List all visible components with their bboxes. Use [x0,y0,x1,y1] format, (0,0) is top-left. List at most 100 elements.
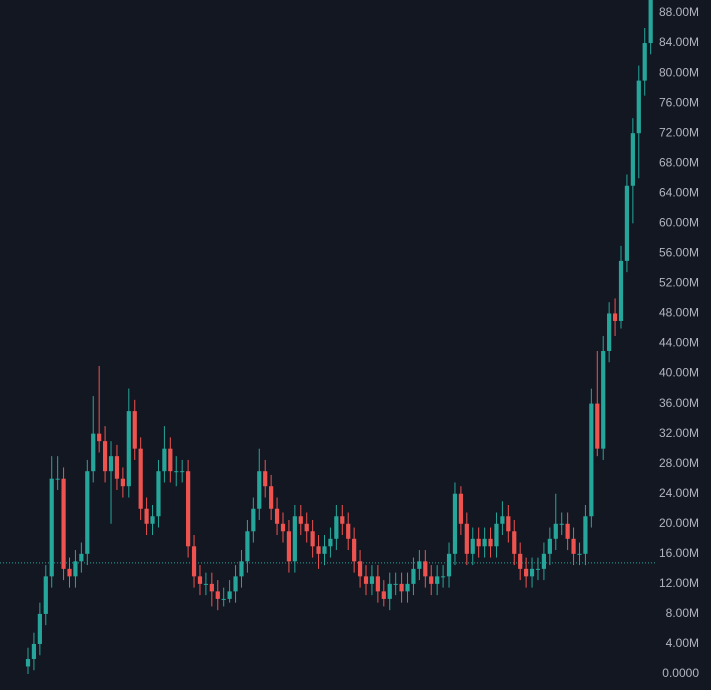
candle-body [494,523,499,547]
candle-body [423,561,428,577]
candle-body [482,538,487,547]
candle-body [589,403,594,517]
candle-body [595,403,600,449]
candle-body [411,568,416,584]
candle-body [352,538,357,562]
y-tick-label: 88.00M [659,5,699,19]
candle-body [138,448,143,509]
y-tick-label: 36.00M [659,396,699,410]
candle-body [67,568,72,577]
candle-body [180,471,185,473]
y-tick-label: 80.00M [659,65,699,79]
candle-body [292,516,297,562]
candle-body [387,583,392,599]
candle-body [191,546,197,577]
candle-body [547,538,552,554]
candle-body [257,471,262,509]
y-tick-label: 84.00M [659,35,699,49]
candle-body [535,568,541,570]
y-tick-label: 52.00M [659,276,699,290]
candle-body [174,471,179,473]
candle-body [102,441,108,472]
candle-body [601,351,606,449]
y-tick-label: 0.0000 [662,666,699,680]
candle-body [227,591,232,599]
candle-body [85,471,90,554]
candle-body [417,561,422,569]
candle-body [239,561,244,577]
candle-body [553,523,558,539]
candle-body [529,568,535,577]
candle-body [221,598,226,600]
candle-body [340,516,345,524]
y-tick-label: 16.00M [659,546,699,560]
candle-body [512,531,517,554]
candle-body [363,576,369,584]
y-tick-label: 72.00M [659,125,699,139]
candle-body [79,553,84,562]
candle-body [144,508,149,524]
candle-body [43,576,48,614]
candle-body [446,553,452,577]
candle-body [607,313,612,352]
candle-body [245,531,250,562]
candle-body [108,456,114,472]
candle-body [648,0,653,44]
candle-body [458,493,463,524]
candle-body [150,516,155,524]
candle-body [126,411,131,487]
candle-body [55,478,60,480]
candle-body [642,43,647,81]
candle-body [162,448,167,472]
candle-body [132,411,137,449]
candle-body [464,523,469,554]
candle-body [429,576,434,584]
candle-body [571,538,576,554]
candle-body [269,486,274,509]
candle-body [618,260,624,321]
candle-body [61,478,66,569]
candle-body [156,471,161,517]
candle-body [73,561,78,577]
y-tick-label: 68.00M [659,155,699,169]
candle-body [233,576,238,592]
y-tick-label: 12.00M [659,576,699,590]
candle-body [215,591,220,599]
candle-body [541,553,547,569]
y-tick-label: 24.00M [659,486,699,500]
candle-body [441,576,446,578]
candle-body [405,583,410,592]
y-tick-label: 48.00M [659,306,699,320]
candle-body [518,553,523,569]
candle-body [393,583,398,585]
candle-body [488,538,493,547]
candle-body [37,613,42,644]
candle-body [524,568,529,577]
candle-body [209,583,214,592]
candle-body [120,478,125,487]
candle-body [506,516,511,532]
candle-body [316,546,321,554]
candle-body [470,538,475,554]
candle-body [25,658,31,667]
candle-body [310,531,315,547]
y-tick-label: 40.00M [659,366,699,380]
candle-body [298,516,303,524]
candle-body [612,313,618,321]
y-tick-label: 64.00M [659,185,699,199]
candle-body [559,523,564,525]
candle-body [369,576,375,584]
candle-body [346,523,351,539]
candle-body [452,493,458,554]
candle-body [49,478,54,577]
candle-body [114,456,120,479]
candle-body [624,185,630,261]
candle-body [186,471,191,547]
candle-body [168,448,173,472]
candle-body [274,508,280,524]
candle-body [286,531,292,562]
candle-body [304,523,309,532]
y-tick-label: 56.00M [659,246,699,260]
candle-body [263,471,268,487]
